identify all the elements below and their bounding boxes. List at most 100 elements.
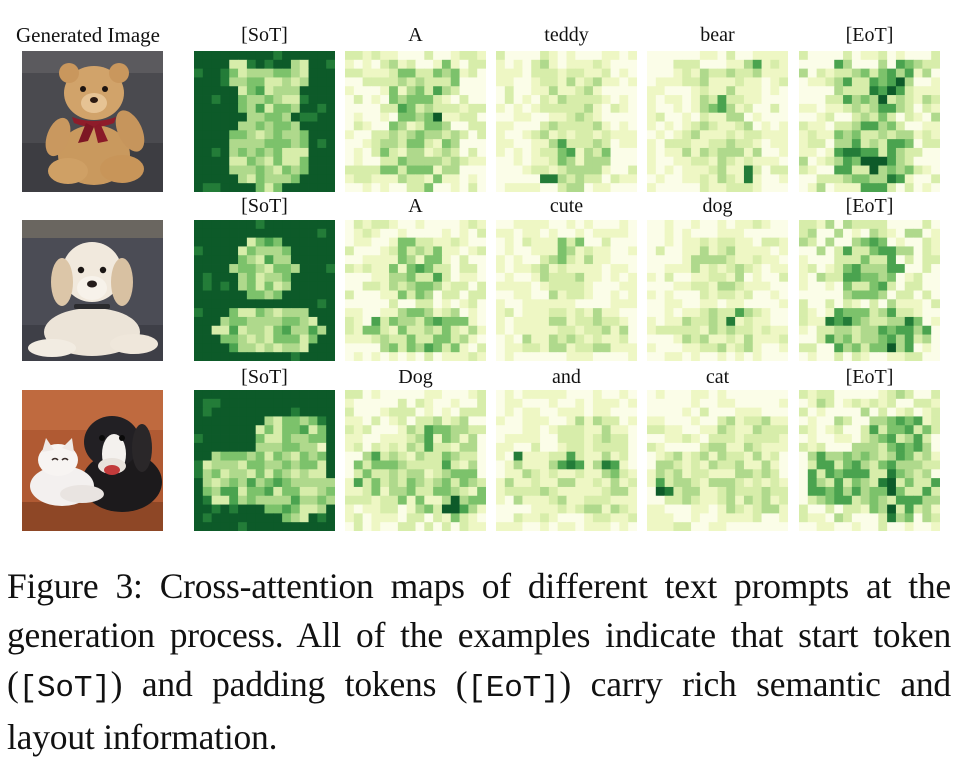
heatmap-cell xyxy=(601,237,611,247)
heatmap-cell xyxy=(468,407,478,417)
heatmap-cell xyxy=(610,407,620,417)
heatmap-cell xyxy=(255,390,265,400)
heatmap-cell xyxy=(717,442,727,453)
heatmap-cell xyxy=(459,352,469,361)
heatmap-cell xyxy=(717,513,727,523)
heatmap-cell xyxy=(869,95,879,105)
heatmap-cell xyxy=(441,434,452,444)
heatmap-cell xyxy=(211,522,221,531)
heatmap-cell xyxy=(477,228,486,239)
heatmap-cell xyxy=(326,183,335,192)
puppy-photo xyxy=(22,220,163,361)
heatmap-cell xyxy=(371,416,381,426)
heatmap-cell xyxy=(397,442,408,453)
heatmap-cell xyxy=(887,103,897,114)
heatmap-cell xyxy=(851,228,862,239)
heatmap-cell xyxy=(655,147,666,158)
heatmap-cell xyxy=(194,416,204,426)
heatmap-cell xyxy=(308,165,318,175)
heatmap-cell xyxy=(273,121,283,131)
heatmap-cell xyxy=(843,255,853,265)
heatmap-cell xyxy=(869,290,879,300)
heatmap-cell xyxy=(860,237,870,247)
heatmap-cell xyxy=(628,264,637,274)
heatmap-cell xyxy=(904,121,914,131)
heatmap-cell xyxy=(238,495,248,505)
heatmap-cell xyxy=(282,86,292,96)
heatmap-cell xyxy=(575,451,585,461)
heatmap-cell xyxy=(610,478,620,488)
heatmap-cell xyxy=(202,486,213,497)
heatmap-cell xyxy=(433,121,443,131)
heatmap-cell xyxy=(557,390,567,400)
heatmap-cell xyxy=(299,139,309,149)
heatmap-cell xyxy=(504,343,515,353)
heatmap-cell xyxy=(895,139,906,149)
heatmap-cell xyxy=(557,407,567,417)
heatmap-cell xyxy=(807,425,818,435)
heatmap-cell xyxy=(406,246,416,256)
heatmap-cell xyxy=(273,264,283,274)
heatmap-cell xyxy=(229,495,239,505)
heatmap-cell xyxy=(699,460,710,470)
heatmap-cell xyxy=(843,308,853,318)
heatmap-cell xyxy=(345,299,355,309)
heatmap-cell xyxy=(238,390,248,400)
heatmap-cell xyxy=(807,290,818,300)
heatmap-cell xyxy=(353,281,364,291)
heatmap-cell xyxy=(353,290,364,300)
heatmap-cell xyxy=(825,255,835,265)
heatmap-cell xyxy=(389,147,399,158)
generated-image-header: Generated Image xyxy=(16,23,160,47)
heatmap-cell xyxy=(238,334,248,344)
heatmap-svg xyxy=(799,220,940,361)
heatmap-cell xyxy=(752,425,762,435)
heatmap-cell xyxy=(345,316,355,327)
heatmap-cell xyxy=(557,95,567,105)
heatmap-cell xyxy=(450,486,460,497)
heatmap-cell xyxy=(317,51,327,61)
heatmap-cell xyxy=(708,103,718,114)
heatmap-cell xyxy=(708,434,718,444)
heatmap-cell xyxy=(761,103,771,114)
heatmap-cell xyxy=(353,86,364,96)
heatmap-cell xyxy=(904,407,914,417)
heatmap-cell xyxy=(610,352,620,361)
heatmap-cell xyxy=(931,86,940,96)
heatmap-cell xyxy=(673,308,683,318)
heatmap-cell xyxy=(557,130,567,140)
heatmap-cell xyxy=(522,299,532,309)
heatmap-cell xyxy=(220,416,230,426)
attention-map xyxy=(496,51,637,192)
heatmap-cell xyxy=(308,103,318,114)
heatmap-cell xyxy=(255,112,265,122)
heatmap-cell xyxy=(513,183,523,192)
heatmap-cell xyxy=(415,416,425,426)
heatmap-cell xyxy=(779,316,788,327)
heatmap-cell xyxy=(619,522,629,531)
heatmap-cell xyxy=(922,139,932,149)
heatmap-cell xyxy=(584,68,594,78)
heatmap-cell xyxy=(860,390,870,400)
heatmap-cell xyxy=(229,272,239,283)
heatmap-cell xyxy=(887,165,897,175)
heatmap-cell xyxy=(807,103,818,114)
heatmap-cell xyxy=(807,220,818,230)
heatmap-cell xyxy=(220,228,230,239)
heatmap-cell xyxy=(860,513,870,523)
heatmap-cell xyxy=(424,343,434,353)
caption-text: ) and padding tokens ( xyxy=(110,664,468,704)
heatmap-cell xyxy=(825,504,835,514)
heatmap-cell xyxy=(825,460,835,470)
heatmap-cell xyxy=(664,352,674,361)
heatmap-cell xyxy=(362,68,372,78)
heatmap-cell xyxy=(726,398,736,409)
heatmap-cell xyxy=(211,504,221,514)
heatmap-cell xyxy=(353,343,364,353)
heatmap-cell xyxy=(770,59,780,70)
heatmap-cell xyxy=(308,390,318,400)
heatmap-cell xyxy=(743,86,754,96)
heatmap-cell xyxy=(673,59,683,70)
heatmap-cell xyxy=(450,183,460,192)
heatmap-cell xyxy=(317,156,327,166)
